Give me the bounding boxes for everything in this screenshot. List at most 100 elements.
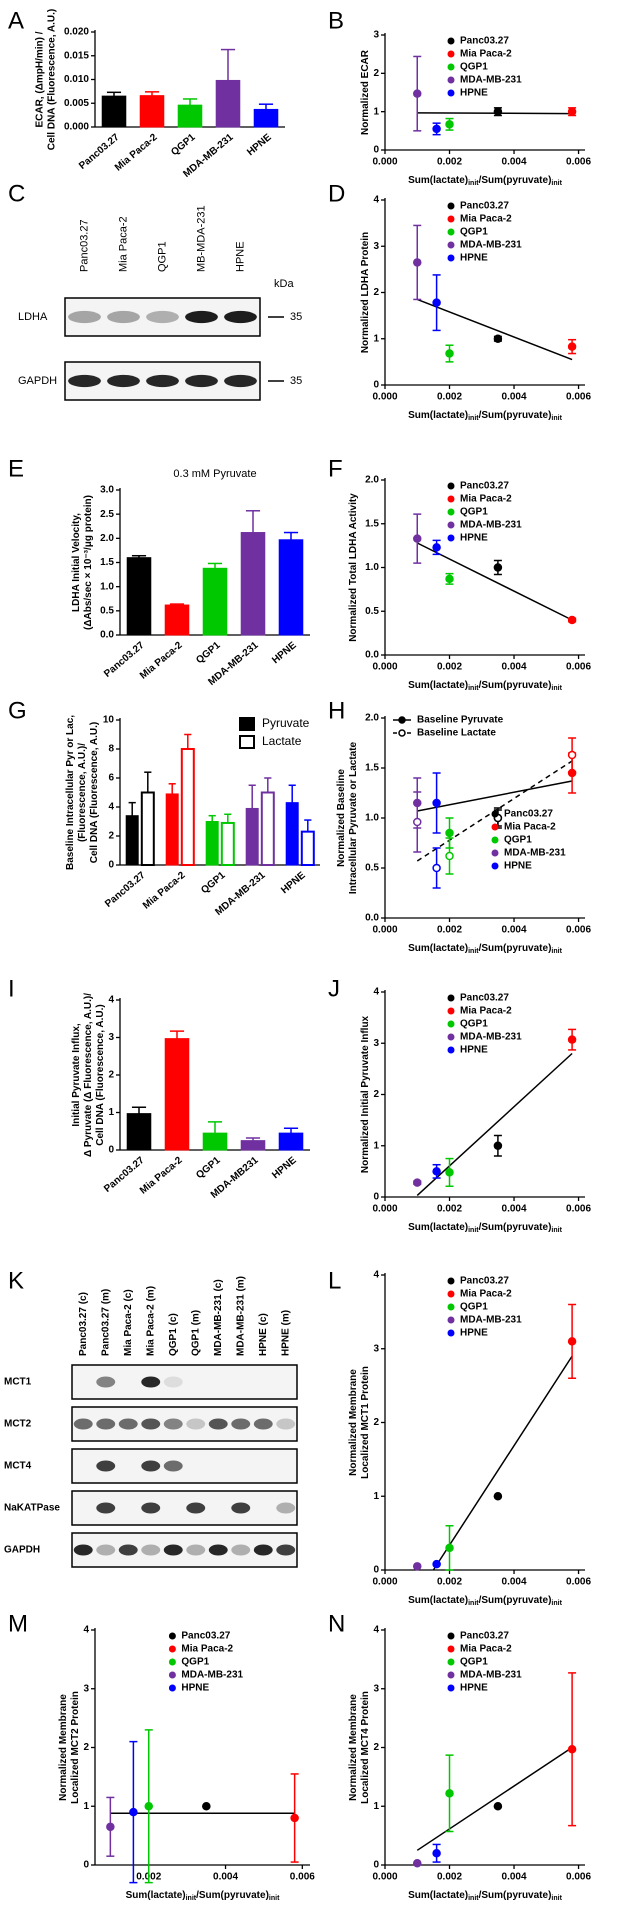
x-axis-label-part: /Sum(pyruvate): [196, 1890, 269, 1901]
y-tick-label: 0.000: [64, 122, 89, 133]
legend-marker: [447, 1303, 455, 1311]
y-tick-label: 1: [83, 1801, 89, 1812]
band: [231, 1461, 250, 1472]
x-axis-label-part: Sum(lactate): [408, 1595, 468, 1606]
y-axis-label: (ΔAbs/sec × 10⁻³/μg protein): [83, 495, 94, 630]
y-tick-label: 2.5: [100, 509, 114, 520]
row-label: GAPDH: [18, 375, 57, 387]
band: [231, 1418, 251, 1430]
y-axis-label: Localized MCT1 Protein: [360, 1366, 371, 1479]
x-axis-label-part: Sum(lactate): [408, 943, 468, 954]
legend-marker: [447, 521, 455, 529]
y-tick-label: 3: [373, 241, 379, 252]
lane-label: HPNE: [234, 241, 246, 272]
legend-marker: [447, 1329, 455, 1337]
error-bar: [169, 1030, 185, 1039]
bar: [240, 1140, 266, 1151]
x-tick-label: 0.002: [437, 662, 462, 673]
y-tick-label: 0.5: [100, 605, 114, 616]
point: [445, 851, 454, 861]
y-axis-label: Δ Pyruvate (Δ Fluorescence, A.U.)/: [83, 993, 94, 1157]
x-tick-label: 0.002: [437, 1204, 462, 1215]
band: [231, 1502, 251, 1514]
legend-label: Lactate: [262, 734, 302, 748]
legend-marker: [168, 1684, 176, 1692]
error-bar: [248, 784, 256, 809]
band: [119, 1503, 138, 1514]
error-bar: [208, 814, 216, 822]
x-axis-label-part: init: [551, 948, 562, 955]
legend-label: HPNE: [504, 861, 532, 872]
legend-marker: [447, 1645, 455, 1653]
fit-line: [432, 1355, 573, 1571]
band: [96, 1376, 116, 1388]
panel-letter: K: [8, 1267, 24, 1294]
x-axis-label-part: init: [551, 415, 562, 422]
legend-marker: [447, 495, 455, 503]
error-bar: [207, 1121, 223, 1134]
legend-label: QGP1: [460, 62, 488, 73]
band: [185, 374, 218, 388]
point: [445, 349, 454, 358]
band: [186, 1418, 206, 1430]
point: [432, 1849, 441, 1858]
x-tick-label: 0.004: [502, 1872, 527, 1883]
y-axis-label: Normalized ECAR: [360, 49, 371, 135]
x-tick-label: HPNE: [245, 132, 274, 158]
x-axis-label: Sum(lactate)init/Sum(pyruvate)init: [408, 175, 562, 188]
y-tick-label: 0.020: [64, 27, 89, 38]
legend-marker: [447, 1046, 455, 1054]
y-tick-label: 0: [373, 145, 379, 156]
x-axis-label-part: init: [468, 415, 479, 422]
y-tick-label: 1.5: [365, 518, 379, 529]
point: [290, 1813, 299, 1823]
legend-label: QGP1: [460, 1302, 488, 1313]
band: [253, 1544, 273, 1556]
legend-label: MDA-MB-231: [181, 1670, 243, 1681]
x-tick-label: 0.002: [437, 392, 462, 403]
band: [186, 1544, 206, 1556]
band: [209, 1377, 228, 1388]
fit-line: [416, 1746, 573, 1851]
legend-marker: [491, 823, 499, 831]
legend-marker: [447, 1632, 455, 1640]
error-bar: [144, 771, 152, 793]
band: [224, 374, 257, 388]
band: [254, 1461, 273, 1472]
y-tick-label: 4: [108, 995, 114, 1006]
panel-letter: F: [328, 455, 343, 482]
row-label: MCT4: [4, 1461, 32, 1472]
bar: [164, 1038, 190, 1151]
x-tick-label: HPNE: [279, 870, 308, 896]
y-axis-label: Normalized Baseline: [336, 769, 347, 867]
legend-label: Mia Paca-2: [460, 494, 512, 505]
y-tick-label: 2: [373, 1089, 379, 1100]
legend-marker: [447, 50, 455, 58]
y-tick-label: 1.0: [365, 813, 379, 824]
row-label: GAPDH: [4, 1545, 40, 1556]
point: [493, 334, 503, 343]
legend-marker: [168, 1645, 176, 1653]
y-axis-label: Cell DNA (Fluorescence, A.U.): [47, 9, 58, 151]
band: [96, 1502, 116, 1514]
band: [73, 1544, 93, 1556]
y-tick-label: 0.0: [365, 650, 379, 661]
x-axis-label-part: /Sum(pyruvate): [479, 1890, 552, 1901]
error-bar: [184, 733, 192, 749]
error-bar: [304, 819, 312, 832]
error-bar: [283, 531, 299, 540]
band: [208, 1544, 228, 1556]
legend-label: Panc03.27: [181, 1631, 230, 1642]
point: [445, 574, 454, 584]
point: [445, 828, 454, 838]
x-axis-label: Sum(lactate)init/Sum(pyruvate)init: [408, 1890, 562, 1903]
legend-label: MDA-MB-231: [460, 1032, 522, 1043]
legend-swatch: [239, 717, 255, 731]
y-axis-label: Intracellular Pyruvate or Lactate: [348, 741, 359, 894]
legend-marker: [447, 1020, 455, 1028]
band: [163, 1376, 183, 1388]
x-axis-label-part: /Sum(pyruvate): [479, 680, 552, 691]
y-tick-label: 0: [373, 1565, 379, 1576]
y-tick-label: 4: [108, 802, 114, 813]
band: [73, 1418, 93, 1430]
